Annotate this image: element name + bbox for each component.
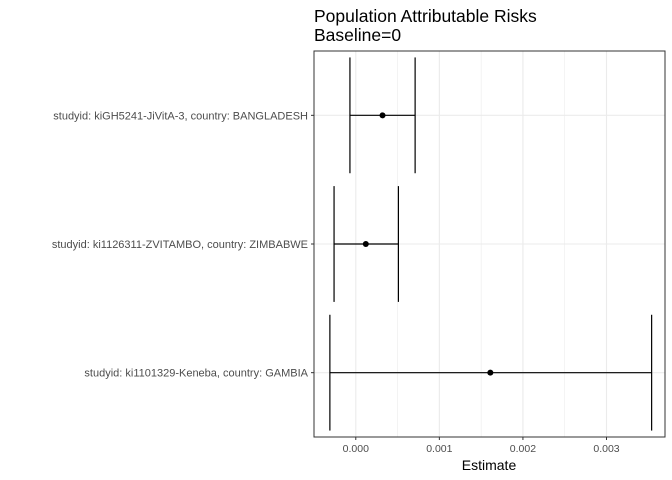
- chart-subtitle: Baseline=0: [314, 25, 401, 45]
- x-tick-label: 0.001: [426, 443, 452, 455]
- y-tick-label: studyid: ki1101329-Keneba, country: GAMB…: [84, 368, 308, 380]
- x-tick-label: 0.002: [510, 443, 536, 455]
- estimate-point: [362, 241, 369, 247]
- estimate-point: [379, 112, 386, 119]
- y-axis: studyid: kiGH5241-JiVitA-3, country: BAN…: [52, 110, 314, 380]
- panel-border: [313, 50, 666, 438]
- x-tick-label: 0.000: [343, 443, 369, 455]
- x-tick-label: 0.003: [593, 443, 619, 455]
- x-axis-title: Estimate: [462, 457, 517, 473]
- estimate-point: [487, 369, 494, 376]
- y-tick-label: studyid: ki1126311-ZVITAMBO, country: ZI…: [52, 239, 308, 251]
- plot-marks: [329, 57, 653, 431]
- y-tick-label: studyid: kiGH5241-JiVitA-3, country: BAN…: [53, 110, 308, 122]
- x-axis: 0.000 0.001 0.002 0.003: [343, 437, 620, 455]
- chart-title: Population Attributable Risks: [314, 6, 537, 26]
